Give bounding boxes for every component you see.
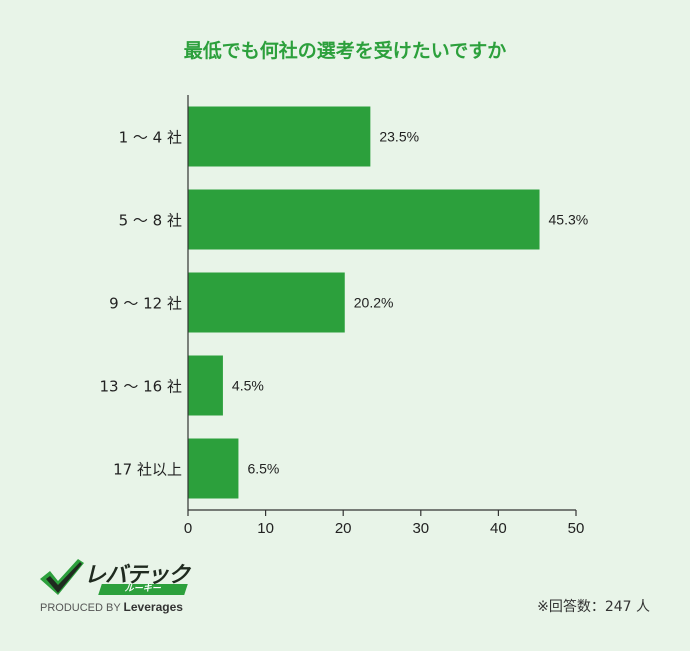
checkmark-icon: [40, 559, 84, 595]
category-label: 17 社以上: [113, 461, 182, 479]
x-tick-label: 10: [257, 520, 274, 537]
category-label: 5 ～ 8 社: [119, 212, 182, 230]
x-tick-label: 20: [335, 520, 352, 537]
bar: [188, 355, 223, 416]
bar: [188, 272, 345, 333]
data-label: 45.3%: [549, 212, 589, 228]
brand-tagline: PRODUCED BY Leverages: [40, 600, 183, 614]
bar: [188, 438, 239, 499]
bar: [188, 189, 540, 250]
data-label: 4.5%: [232, 378, 264, 394]
company-name: Leverages: [123, 600, 183, 614]
data-label: 6.5%: [247, 461, 279, 477]
x-tick-label: 30: [412, 520, 429, 537]
category-label: 1 ～ 4 社: [119, 129, 182, 147]
x-tick-label: 40: [490, 520, 507, 537]
brand-name: レバテック: [84, 563, 190, 588]
category-label: 13 ～ 16 社: [100, 378, 182, 396]
x-tick-label: 0: [184, 520, 192, 537]
brand-logo: レバテック ルーキー PRODUCED BY Leverages: [38, 555, 198, 617]
chart-title: 最低でも何社の選考を受けたいですか: [183, 40, 507, 62]
x-tick-label: 50: [568, 520, 585, 537]
produced-by-text: PRODUCED BY: [40, 602, 121, 614]
response-count: ※回答数：247 人: [537, 599, 650, 615]
brand-badge: ルーキー: [98, 584, 188, 595]
data-label: 20.2%: [354, 295, 394, 311]
data-label: 23.5%: [379, 129, 419, 145]
bar: [188, 106, 371, 167]
category-label: 9 ～ 12 社: [109, 295, 182, 313]
